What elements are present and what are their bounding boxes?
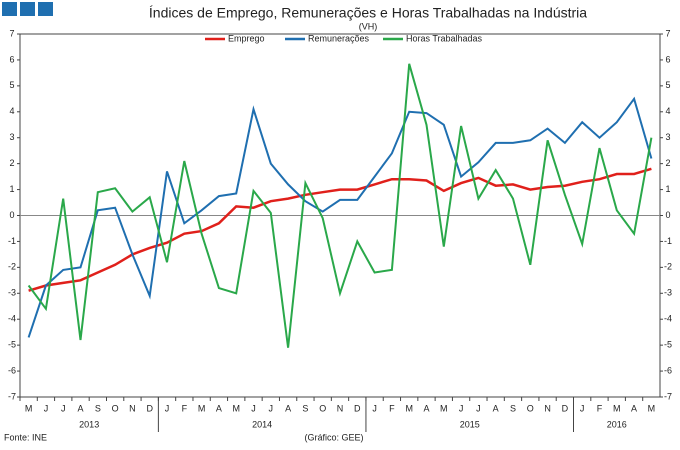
x-tick-label: O: [527, 403, 534, 413]
y2-tick-label: -1: [664, 236, 672, 246]
x-tick-label: J: [44, 403, 49, 413]
x-tick-label: F: [597, 403, 603, 413]
y-tick-label: -6: [8, 365, 16, 375]
chart-title: Índices de Emprego, Remunerações e Horas…: [149, 5, 587, 21]
y2-tick-label: 0: [665, 210, 670, 220]
x-tick-label: M: [25, 403, 33, 413]
x-tick-label: D: [354, 403, 361, 413]
x-tick-label: J: [580, 403, 585, 413]
x-tick-label: M: [198, 403, 206, 413]
year-label: 2013: [79, 419, 99, 429]
y-tick-label: 4: [9, 106, 14, 116]
y-tick-label: 2: [9, 158, 14, 168]
series-line: [27, 63, 653, 348]
series-line: [28, 167, 652, 292]
x-tick-label: J: [372, 403, 377, 413]
x-tick-label: J: [165, 403, 170, 413]
legend-label: Remunerações: [308, 33, 370, 43]
x-tick-label: D: [146, 403, 153, 413]
x-tick-label: A: [631, 403, 637, 413]
x-tick-label: A: [78, 403, 84, 413]
year-label: 2014: [252, 419, 272, 429]
y2-tick-label: -7: [664, 391, 672, 401]
y2-tick-label: 3: [665, 132, 670, 142]
x-tick-label: A: [285, 403, 291, 413]
y2-tick-label: -2: [664, 262, 672, 272]
x-tick-label: J: [269, 403, 274, 413]
x-tick-label: M: [440, 403, 448, 413]
series-line: [27, 96, 653, 338]
x-tick-label: A: [493, 403, 499, 413]
y2-tick-label: -3: [664, 288, 672, 298]
logo-block: [2, 2, 17, 16]
credit: (Gráfico: GEE): [304, 432, 363, 442]
x-tick-label: A: [423, 403, 429, 413]
y2-tick-label: 7: [665, 28, 670, 38]
x-tick-label: S: [302, 403, 308, 413]
logo-block: [38, 2, 53, 16]
year-label: 2016: [607, 419, 627, 429]
chart-subtitle: (VH): [359, 21, 378, 31]
x-tick-label: J: [476, 403, 481, 413]
legend-label: Horas Trabalhadas: [406, 33, 483, 43]
y-tick-label: -1: [8, 236, 16, 246]
y-tick-label: -3: [8, 288, 16, 298]
y2-tick-label: 5: [665, 80, 670, 90]
x-tick-label: O: [112, 403, 119, 413]
y-tick-label: 3: [9, 132, 14, 142]
y-tick-label: -5: [8, 340, 16, 350]
y2-tick-label: 2: [665, 158, 670, 168]
x-tick-label: N: [544, 403, 551, 413]
x-tick-label: S: [95, 403, 101, 413]
x-tick-label: M: [405, 403, 413, 413]
x-tick-label: J: [61, 403, 66, 413]
x-tick-label: D: [562, 403, 569, 413]
x-tick-label: N: [337, 403, 344, 413]
x-tick-label: S: [510, 403, 516, 413]
x-tick-label: F: [389, 403, 395, 413]
x-tick-label: F: [182, 403, 188, 413]
y-tick-label: -4: [8, 314, 16, 324]
x-tick-label: J: [459, 403, 464, 413]
y2-tick-label: 6: [665, 54, 670, 64]
x-tick-label: A: [216, 403, 222, 413]
x-tick-label: M: [232, 403, 240, 413]
legend-label: Emprego: [228, 33, 265, 43]
x-tick-label: M: [613, 403, 621, 413]
year-label: 2015: [460, 419, 480, 429]
logo-block: [20, 2, 35, 16]
x-tick-label: O: [319, 403, 326, 413]
y2-tick-label: -5: [664, 340, 672, 350]
y-tick-label: 0: [9, 210, 14, 220]
source: Fonte: INE: [4, 432, 47, 442]
x-tick-label: J: [251, 403, 256, 413]
x-tick-label: N: [129, 403, 136, 413]
y-tick-label: 5: [9, 80, 14, 90]
y2-tick-label: 4: [665, 106, 670, 116]
y2-tick-label: -4: [664, 314, 672, 324]
y-tick-label: -2: [8, 262, 16, 272]
y-tick-label: 6: [9, 54, 14, 64]
y2-tick-label: 1: [665, 184, 670, 194]
y-tick-label: 7: [9, 28, 14, 38]
y-tick-label: -7: [8, 391, 16, 401]
y2-tick-label: -6: [664, 365, 672, 375]
x-tick-label: M: [648, 403, 656, 413]
y-tick-label: 1: [9, 184, 14, 194]
